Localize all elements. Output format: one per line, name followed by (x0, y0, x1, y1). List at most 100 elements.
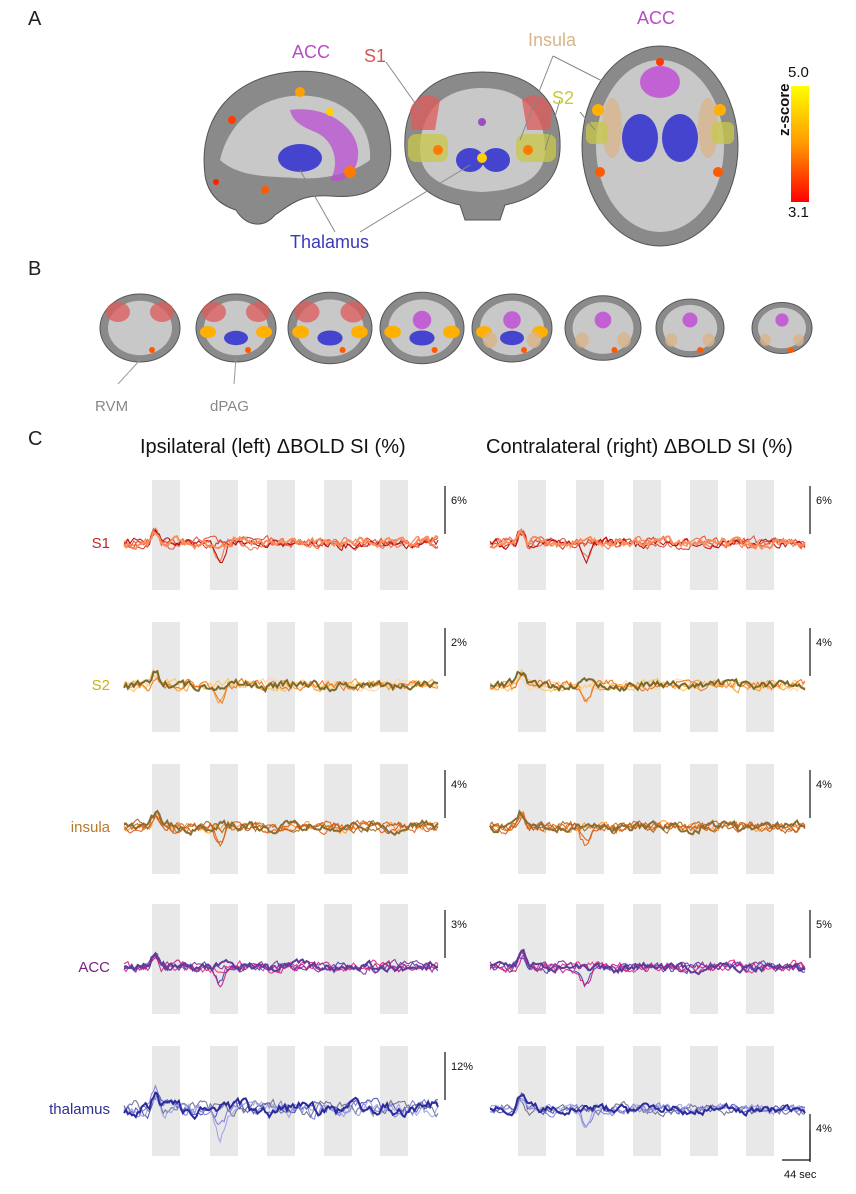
stimulus-block (380, 622, 408, 732)
colorbar-max: 5.0 (788, 64, 809, 81)
bold-trace (123, 672, 438, 693)
axial-brain-slice (581, 45, 739, 247)
bold-trace (123, 809, 439, 837)
stimulus-block (746, 1046, 774, 1156)
amplitude-scale-label: 4% (816, 637, 832, 649)
stimulus-block (267, 764, 295, 874)
stimulus-block (576, 622, 604, 732)
amplitude-scale-label: 4% (816, 1123, 832, 1135)
heading-contralateral: Contralateral (right) ΔBOLD SI (%) (486, 436, 793, 458)
panel-c-letter: C (28, 428, 43, 450)
stimulus-block (518, 622, 546, 732)
panel-a-figure (203, 45, 809, 247)
stimulus-block (633, 480, 661, 590)
region-label: insula (71, 819, 111, 836)
bold-trace (123, 956, 439, 988)
stimulus-block (210, 480, 238, 590)
stimulus-block (324, 764, 352, 874)
stimulus-block (152, 764, 180, 874)
label-acc-sagittal: ACC (292, 42, 331, 62)
stimulus-block (380, 764, 408, 874)
amplitude-scale-label: 2% (451, 637, 467, 649)
coronal-slice (655, 298, 725, 358)
stimulus-block (210, 1046, 238, 1156)
amplitude-scale-label: 5% (816, 919, 832, 931)
stimulus-block (690, 1046, 718, 1156)
contralateral-plot: 4% (489, 1046, 832, 1162)
time-scale-label: 44 sec (784, 1169, 817, 1181)
coronal-slice (99, 293, 181, 363)
stimulus-block (210, 904, 238, 1014)
label-dpag: dPAG (210, 398, 249, 415)
stimulus-block (746, 622, 774, 732)
panel-b-letter: B (28, 258, 42, 280)
stimulus-block (746, 764, 774, 874)
bold-trace (123, 669, 439, 694)
coronal-slice (751, 302, 813, 354)
amplitude-scale-label: 12% (451, 1061, 473, 1073)
stimulus-block (518, 904, 546, 1014)
coronal-slice (195, 293, 277, 363)
stimulus-block (576, 1046, 604, 1156)
ipsilateral-plot: 2% (123, 622, 467, 732)
stimulus-block (210, 764, 238, 874)
timecourse-row: insula 4% 4% (71, 764, 832, 874)
bold-trace (489, 813, 806, 847)
colorbar-min: 3.1 (788, 204, 809, 221)
bold-trace (123, 951, 438, 974)
stimulus-block (746, 904, 774, 1014)
stimulus-block (633, 622, 661, 732)
timecourse-row: S2 2% 4% (92, 622, 832, 732)
time-scale-bar: 44 sec (782, 1130, 817, 1181)
region-label: thalamus (49, 1101, 110, 1118)
panel-a-letter: A (28, 8, 42, 30)
bold-trace (489, 670, 806, 693)
stimulus-block (690, 764, 718, 874)
amplitude-scale-label: 4% (816, 779, 832, 791)
stimulus-block (152, 622, 180, 732)
region-label: S1 (92, 535, 110, 552)
contralateral-plot: 4% (489, 622, 832, 732)
timecourse-row: ACC 3% 5% (78, 904, 832, 1014)
bold-trace (123, 1091, 439, 1121)
panel-c-timecourses: S1 6% 6% S2 2% 4% insula 4% 4% ACC 3% 5% thalamus 12%… (49, 480, 832, 1181)
sagittal-brain-slice (203, 70, 392, 225)
colorbar-label: z-score (776, 83, 793, 136)
stimulus-block (324, 480, 352, 590)
contralateral-plot: 4% (489, 764, 832, 874)
stimulus-block (380, 904, 408, 1014)
bold-trace (489, 950, 806, 973)
label-thalamus: Thalamus (290, 232, 370, 252)
stimulus-block (576, 480, 604, 590)
bold-trace (489, 1093, 806, 1118)
stimulus-block (324, 1046, 352, 1156)
region-label: S2 (92, 677, 110, 694)
stimulus-block (518, 764, 546, 874)
contralateral-plot: 5% (489, 904, 832, 1014)
ipsilateral-plot: 12% (123, 1046, 473, 1156)
label-acc-axial: ACC (637, 8, 676, 28)
stimulus-block (633, 764, 661, 874)
stimulus-block (324, 622, 352, 732)
stimulus-block (267, 622, 295, 732)
region-label: ACC (78, 959, 110, 976)
bold-trace (489, 530, 806, 550)
stimulus-block (324, 904, 352, 1014)
stimulus-block (380, 480, 408, 590)
stimulus-block (746, 480, 774, 590)
bold-trace (123, 812, 439, 844)
stimulus-block (690, 904, 718, 1014)
stimulus-block (690, 622, 718, 732)
zscore-colorbar (791, 86, 809, 202)
coronal-brain-slice (404, 71, 561, 221)
amplitude-scale-label: 3% (451, 919, 467, 931)
stimulus-block (633, 1046, 661, 1156)
bold-trace (489, 809, 806, 836)
amplitude-scale-label: 6% (816, 495, 832, 507)
bold-trace (124, 529, 439, 564)
bold-trace (489, 1092, 806, 1116)
heading-ipsilateral: Ipsilateral (left) ΔBOLD SI (%) (140, 436, 406, 458)
ipsilateral-plot: 4% (123, 764, 467, 874)
timecourse-row: thalamus 12% 4% (49, 1046, 832, 1162)
label-rvm: RVM (95, 398, 129, 415)
